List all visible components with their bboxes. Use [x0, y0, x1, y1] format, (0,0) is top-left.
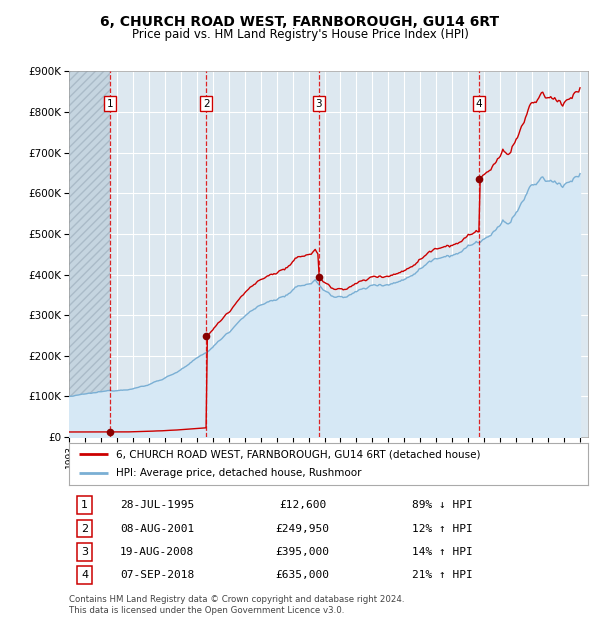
Text: HPI: Average price, detached house, Rushmoor: HPI: Average price, detached house, Rush…: [116, 469, 361, 479]
Text: 2: 2: [81, 524, 88, 534]
Text: 4: 4: [476, 99, 482, 109]
Text: £395,000: £395,000: [275, 547, 329, 557]
Text: 08-AUG-2001: 08-AUG-2001: [120, 524, 194, 534]
Text: 89% ↓ HPI: 89% ↓ HPI: [412, 500, 473, 510]
Text: Price paid vs. HM Land Registry's House Price Index (HPI): Price paid vs. HM Land Registry's House …: [131, 28, 469, 41]
Text: 28-JUL-1995: 28-JUL-1995: [120, 500, 194, 510]
Text: 1: 1: [81, 500, 88, 510]
Text: 4: 4: [81, 570, 88, 580]
Text: 07-SEP-2018: 07-SEP-2018: [120, 570, 194, 580]
Text: Contains HM Land Registry data © Crown copyright and database right 2024.: Contains HM Land Registry data © Crown c…: [69, 595, 404, 604]
Text: This data is licensed under the Open Government Licence v3.0.: This data is licensed under the Open Gov…: [69, 606, 344, 616]
Text: 21% ↑ HPI: 21% ↑ HPI: [412, 570, 473, 580]
Text: 6, CHURCH ROAD WEST, FARNBOROUGH, GU14 6RT (detached house): 6, CHURCH ROAD WEST, FARNBOROUGH, GU14 6…: [116, 449, 480, 459]
Text: 3: 3: [81, 547, 88, 557]
Text: 6, CHURCH ROAD WEST, FARNBOROUGH, GU14 6RT: 6, CHURCH ROAD WEST, FARNBOROUGH, GU14 6…: [100, 16, 500, 30]
Bar: [69, 71, 110, 437]
Text: £249,950: £249,950: [275, 524, 329, 534]
Text: 14% ↑ HPI: 14% ↑ HPI: [412, 547, 473, 557]
Text: 1: 1: [107, 99, 113, 109]
Text: 3: 3: [315, 99, 322, 109]
Text: 2: 2: [203, 99, 209, 109]
Text: £635,000: £635,000: [275, 570, 329, 580]
Text: 19-AUG-2008: 19-AUG-2008: [120, 547, 194, 557]
Text: 12% ↑ HPI: 12% ↑ HPI: [412, 524, 473, 534]
Text: £12,600: £12,600: [279, 500, 326, 510]
